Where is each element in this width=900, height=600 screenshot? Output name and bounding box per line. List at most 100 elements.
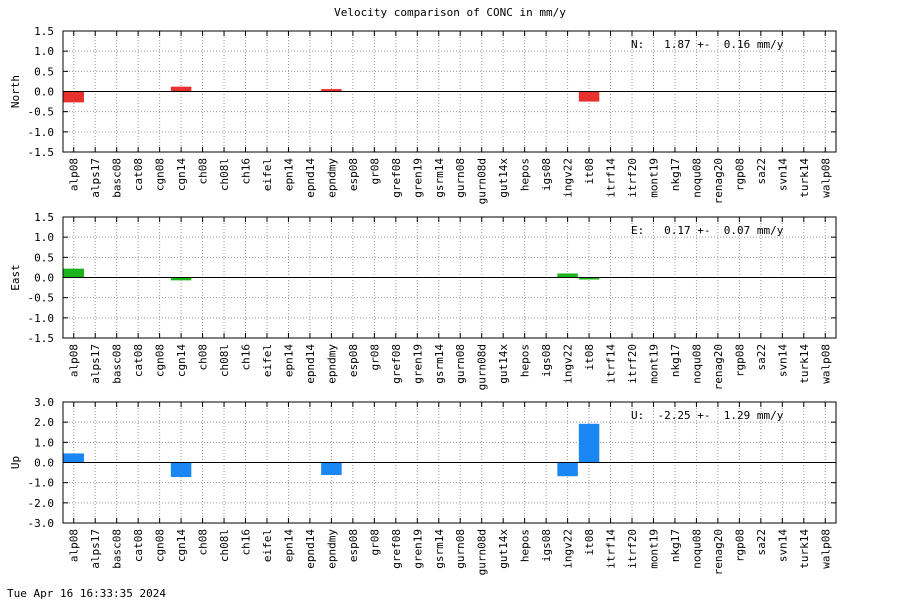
x-tick-label: cgn14 — [175, 158, 188, 191]
x-tick-label: hepos — [519, 344, 532, 377]
x-tick-label: gr08 — [368, 158, 381, 185]
bar-cgn14 — [170, 86, 192, 92]
y-tick-label: 3.0 — [34, 396, 54, 409]
x-tick-label: gut14x — [497, 158, 510, 198]
x-tick-label: itrf20 — [626, 344, 639, 384]
x-tick-label: rgp08 — [733, 344, 746, 377]
x-tick-label: epnd14 — [304, 158, 317, 198]
x-tick-label: svn14 — [776, 344, 789, 377]
y-tick-label: -1.0 — [28, 126, 55, 139]
x-tick-label: esp08 — [347, 344, 360, 377]
x-tick-label: mont19 — [647, 158, 660, 198]
y-tick-label: 0.0 — [34, 272, 54, 285]
x-tick-label: it08 — [583, 529, 596, 556]
x-tick-label: alps17 — [89, 344, 102, 384]
x-tick-label: renag20 — [712, 529, 725, 575]
x-tick-label: epnd14 — [304, 344, 317, 384]
x-tick-label: renag20 — [712, 158, 725, 204]
x-tick-label: walp08 — [819, 158, 832, 198]
y-tick-label: 1.0 — [34, 45, 54, 58]
x-tick-label: ingv22 — [562, 529, 575, 569]
x-tick-label: epnd14 — [304, 529, 317, 569]
x-tick-label: rgp08 — [733, 158, 746, 191]
x-tick-label: itrf14 — [605, 344, 618, 384]
x-tick-label: nkg17 — [669, 158, 682, 191]
x-tick-label: svn14 — [776, 529, 789, 562]
y-tick-label: 1.5 — [34, 25, 54, 38]
x-tick-label: gsrm14 — [433, 529, 446, 569]
y-tick-label: 0.0 — [34, 457, 54, 470]
bar-alp08 — [63, 91, 84, 103]
x-tick-label: gren19 — [411, 344, 424, 384]
x-tick-label: ch08l — [218, 158, 231, 191]
panel-east: 1.5 1.0 0.5 0.0 -0.5 -1.0 -1.5 alp08 alps17 basc0… — [9, 211, 837, 390]
y-tick-label: 0.5 — [34, 251, 54, 264]
bar-it08 — [578, 277, 600, 280]
x-tick-label: itrf14 — [605, 529, 618, 569]
x-tick-label: nkg17 — [669, 529, 682, 562]
y-tick-label: -3.0 — [28, 517, 55, 530]
x-tick-label: eifel — [261, 344, 274, 377]
x-tick-label: cgn08 — [154, 344, 167, 377]
y-tick-label: 0.5 — [34, 65, 54, 78]
x-tick-label: ingv22 — [562, 158, 575, 198]
x-tick-label: epn14 — [282, 158, 295, 191]
x-tick-label: mont19 — [647, 344, 660, 384]
x-tick-label: noqu08 — [690, 344, 703, 384]
x-tick-label: cgn08 — [154, 158, 167, 191]
x-tick-label: it08 — [583, 344, 596, 371]
x-tick-label: gurn08d — [476, 344, 489, 390]
x-tick-label: renag20 — [712, 344, 725, 390]
x-tick-label: alp08 — [68, 529, 81, 562]
bar-cgn14 — [170, 277, 192, 281]
x-tick-label: gsrm14 — [433, 344, 446, 384]
x-tick-label: ch16 — [240, 158, 253, 185]
x-tick-label: rgp08 — [733, 529, 746, 562]
x-tick-label: alps17 — [89, 529, 102, 569]
y-tick-label: -1.5 — [28, 332, 55, 345]
y-axis-label: North — [9, 75, 22, 108]
y-tick-label: -1.0 — [28, 477, 55, 490]
x-tick-label: hepos — [519, 529, 532, 562]
y-tick-label: 0.0 — [34, 86, 54, 99]
x-tick-label: gren19 — [411, 529, 424, 569]
y-tick-label: 2.0 — [34, 416, 54, 429]
x-tick-label: cat08 — [132, 529, 145, 562]
y-tick-label: 1.0 — [34, 436, 54, 449]
bar-it08 — [578, 91, 600, 102]
x-tick-label: eifel — [261, 158, 274, 191]
plot-frame — [62, 401, 837, 524]
x-tick-label: walp08 — [819, 344, 832, 384]
y-tick-label: -0.5 — [28, 106, 55, 119]
y-axis-label: Up — [9, 456, 22, 469]
y-tick-label: 1.0 — [34, 231, 54, 244]
x-tick-label: ch08 — [197, 158, 210, 185]
y-axis-label: East — [9, 264, 22, 291]
velocity-annotation: U: -2.25 +- 1.29 mm/y — [631, 409, 784, 422]
timestamp-footer: Tue Apr 16 16:33:35 2024 — [7, 587, 166, 600]
x-tick-label: gurn08 — [454, 529, 467, 569]
x-tick-label: turk14 — [798, 529, 811, 569]
x-tick-label: basc08 — [111, 344, 124, 384]
x-tick-label: epndmy — [325, 158, 338, 198]
plot-frame — [62, 216, 837, 339]
x-tick-label: gut14x — [497, 529, 510, 569]
x-tick-label: noqu08 — [690, 158, 703, 198]
x-tick-label: ingv22 — [562, 344, 575, 384]
x-tick-label: gut14x — [497, 344, 510, 384]
x-tick-label: it08 — [583, 158, 596, 185]
y-tick-label: -2.0 — [28, 497, 55, 510]
x-tick-label: epn14 — [282, 529, 295, 562]
bar-ingv22 — [557, 462, 578, 477]
x-tick-label: epndmy — [325, 344, 338, 384]
x-tick-label: igs08 — [540, 158, 553, 191]
x-tick-label: eifel — [261, 529, 274, 562]
x-tick-label: noqu08 — [690, 529, 703, 569]
x-tick-label: gr08 — [368, 344, 381, 371]
bar-cgn14 — [170, 462, 192, 478]
x-tick-label: nkg17 — [669, 344, 682, 377]
bar-alp08 — [63, 453, 84, 463]
x-tick-label: mont19 — [647, 529, 660, 569]
x-tick-label: basc08 — [111, 158, 124, 198]
